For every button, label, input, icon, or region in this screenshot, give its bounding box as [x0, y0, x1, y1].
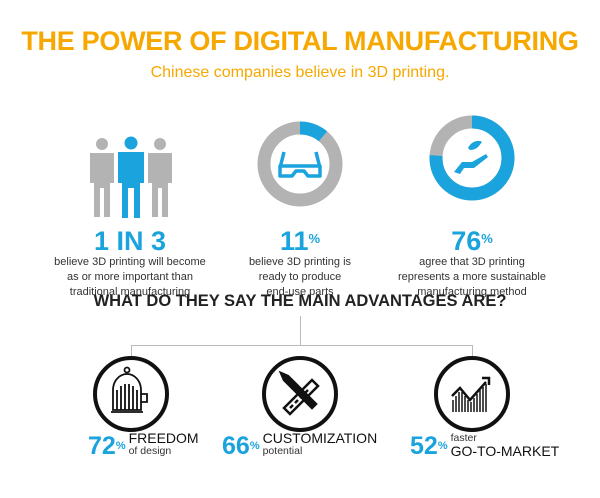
connector-line [131, 345, 132, 357]
page-title: THE POWER OF DIGITAL MANUFACTURING [21, 26, 579, 56]
adv-sublabel: potential [262, 445, 303, 457]
advantage-go-to-market: 52% faster GO-TO-MARKET [410, 432, 559, 460]
stat-sustainable: 76% agree that 3D printing represents a m… [377, 227, 567, 300]
people-icon [90, 136, 172, 218]
adv-suffix: % [437, 440, 448, 452]
pencil-ruler-icon [278, 370, 320, 416]
hand-leaf-icon [454, 140, 488, 174]
connector-line [300, 316, 301, 346]
birdcage-icon [111, 366, 148, 413]
adv-sublabel: of design [128, 445, 172, 457]
stat-value: 11 [279, 226, 309, 256]
stat-desc-line: ready to produce [258, 271, 342, 283]
stat-suffix: % [481, 231, 493, 246]
stat-one-in-three: 1 IN 3 believe 3D printing will become as… [35, 227, 225, 300]
stat-desc-line: traditional manufacturing [69, 286, 191, 298]
3d-glasses-icon [278, 151, 322, 178]
adv-value: 72 [88, 432, 116, 460]
connector-line [131, 345, 473, 346]
adv-value: 66 [222, 432, 250, 460]
donut-chart-76 [429, 115, 515, 201]
adv-sublabel: faster [450, 432, 477, 444]
adv-suffix: % [249, 440, 260, 452]
adv-value: 52 [410, 432, 438, 460]
page-subtitle: Chinese companies believe in 3D printing… [150, 64, 450, 81]
stat-desc-line: believe 3D printing will become [54, 256, 206, 268]
advantage-circle [262, 356, 338, 432]
donut-chart-11 [257, 121, 343, 207]
adv-label: FREEDOM [128, 430, 199, 446]
stat-value: 76 [451, 226, 482, 256]
donut-value-arc [429, 115, 515, 201]
advantage-circle [434, 356, 510, 432]
advantages-heading: WHAT DO THEY SAY THE MAIN ADVANTAGES ARE… [93, 292, 507, 310]
adv-label: GO-TO-MARKET [450, 443, 560, 459]
stat-desc-line: end-use parts [266, 286, 334, 298]
donut-value-arc [257, 121, 343, 207]
growth-chart-icon [451, 376, 491, 412]
adv-suffix: % [115, 440, 126, 452]
connector-line [472, 345, 473, 357]
stat-desc-line: manufacturing method [417, 286, 527, 298]
stat-suffix: % [308, 231, 321, 246]
advantage-freedom: 72% FREEDOM of design [88, 430, 199, 460]
adv-label: CUSTOMIZATION [262, 430, 378, 446]
stat-desc-line: believe 3D printing is [248, 256, 352, 268]
stat-desc-line: as or more important than [67, 271, 193, 283]
stat-value: 1 IN 3 [93, 226, 167, 256]
stat-end-use-parts: 11% believe 3D printing is ready to produ… [205, 227, 395, 300]
donut-track [257, 121, 343, 207]
stat-desc-line: represents a more sustainable [398, 271, 546, 283]
advantage-circle [93, 356, 169, 432]
stat-desc-line: agree that 3D printing [419, 256, 525, 268]
advantage-customization: 66% CUSTOMIZATION potential [222, 430, 378, 460]
